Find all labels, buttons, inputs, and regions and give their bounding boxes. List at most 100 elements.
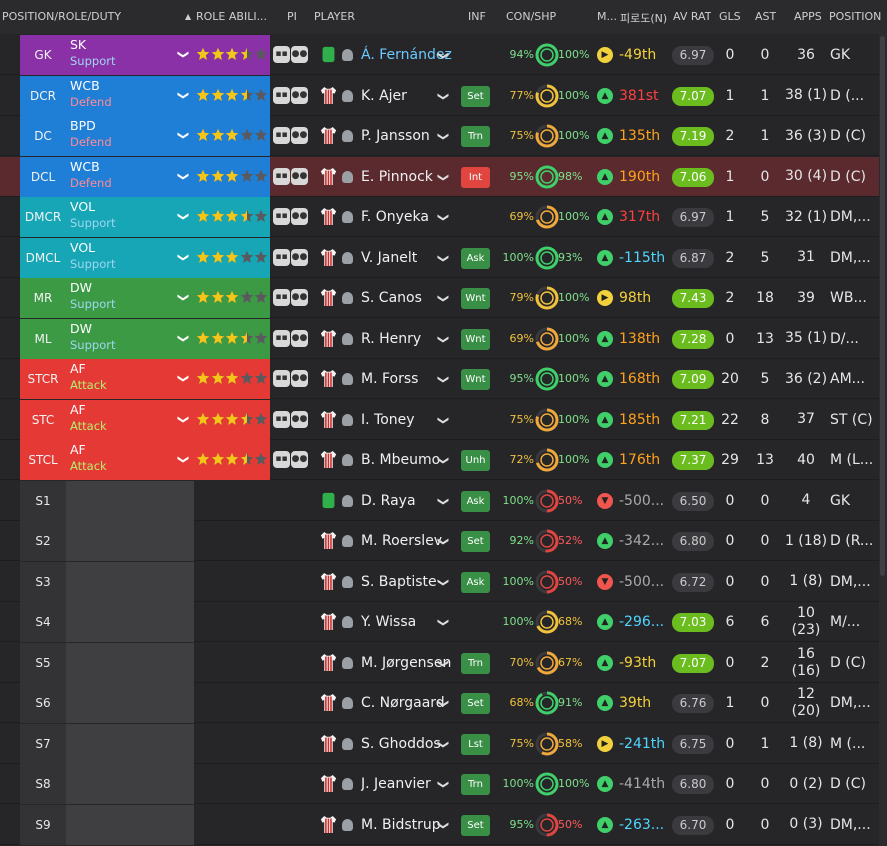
pi-toggle-icon[interactable]: ●●	[291, 451, 308, 468]
chevron-down-icon[interactable]: ❯	[176, 252, 190, 262]
table-row[interactable]: DCL WCB Defend ❯ ▪▪ ●● E. Pinnock ❯ Int 95% 98% ▲ 19…	[0, 156, 887, 197]
chevron-down-icon[interactable]: ❯	[176, 171, 190, 181]
player-name[interactable]: Y. Wissa	[361, 614, 417, 630]
chevron-down-icon[interactable]: ❯	[437, 698, 451, 709]
pi-toggle-icon[interactable]: ●●	[291, 370, 308, 387]
role-duty-cell[interactable]	[66, 480, 194, 521]
role-duty-cell[interactable]: WCB Defend ❯	[66, 75, 194, 116]
pi-toggle-icon[interactable]: ▪▪	[273, 127, 290, 144]
table-row[interactable]: S5 M. Jørgensen ❯ Trn 70% 67% ▲ -93th 7.07 0 2 16 (…	[0, 642, 887, 683]
position-cell[interactable]: S8	[20, 764, 66, 804]
chevron-down-icon[interactable]: ❯	[176, 292, 190, 303]
role-duty-cell[interactable]: AF Attack ❯	[66, 399, 194, 440]
pi-toggle-icon[interactable]: ▪▪	[273, 410, 290, 428]
pi-toggle-icon[interactable]: ▪▪	[273, 46, 290, 63]
position-cell[interactable]: STCL	[20, 440, 66, 480]
player-name[interactable]: C. Nørgaard	[361, 695, 445, 711]
chevron-down-icon[interactable]: ❯	[437, 455, 451, 466]
player-name[interactable]: J. Jeanvier	[361, 776, 431, 792]
table-row[interactable]: S3 S. Baptiste ❯ Ask 100% 50% ▼ -500... 6.72 0 0 1 …	[0, 561, 887, 602]
col-av-rat[interactable]: AV RAT	[673, 10, 712, 23]
position-cell[interactable]: S7	[20, 723, 66, 764]
table-row[interactable]: STC AF Attack ❯ ▪▪ ●● I. Toney ❯ 75% 100% ▲ 185th 7.…	[0, 399, 887, 440]
player-name[interactable]: E. Pinnock	[361, 168, 433, 185]
role-duty-cell[interactable]: DW Support ❯	[66, 318, 194, 359]
player-name[interactable]: M. Forss	[361, 371, 419, 387]
pi-toggle-icon[interactable]: ●●	[291, 167, 308, 185]
pi-toggle-icon[interactable]: ●●	[291, 248, 308, 266]
player-name[interactable]: S. Ghoddos	[361, 735, 441, 752]
player-name[interactable]: R. Henry	[361, 330, 422, 347]
position-cell[interactable]: S4	[20, 602, 66, 642]
player-instructions[interactable]: ▪▪ ●●	[272, 238, 314, 278]
table-row[interactable]: DMCR VOL Support ❯ ▪▪ ●● F. Onyeka ❯ 69% 100% ▲ 317…	[0, 197, 887, 237]
chevron-down-icon[interactable]: ❯	[437, 131, 451, 142]
role-duty-cell[interactable]: BPD Defend ❯	[66, 116, 194, 156]
table-row[interactable]: S6 C. Nørgaard ❯ Set 68% 91% ▲ 39th 6.76 1 0 12 (20…	[0, 683, 887, 723]
player-instructions[interactable]: ▪▪ ●●	[272, 116, 314, 156]
player-name[interactable]: V. Janelt	[361, 249, 418, 266]
pi-toggle-icon[interactable]: ▪▪	[273, 248, 290, 266]
pi-toggle-icon[interactable]: ▪▪	[273, 86, 290, 104]
player-instructions[interactable]: ▪▪ ●●	[272, 197, 314, 237]
table-row[interactable]: DC BPD Defend ❯ ▪▪ ●● P. Jansson ❯ Trn 75% 100% ▲ 13…	[0, 116, 887, 156]
table-row[interactable]: DCR WCB Defend ❯ ▪▪ ●● K. Ajer ❯ Set 77% 100% ▲ 381s…	[0, 75, 887, 116]
table-row[interactable]: STCR AF Attack ❯ ▪▪ ●● M. Forss ❯ Wnt 95% 100% ▲ 168…	[0, 359, 887, 399]
chevron-down-icon[interactable]: ❯	[437, 212, 451, 223]
table-row[interactable]: S8 J. Jeanvier ❯ Trn 100% 100% ▲ -414th 6.80 0 0 0 …	[0, 764, 887, 804]
pi-toggle-icon[interactable]: ●●	[291, 46, 308, 63]
role-duty-cell[interactable]: AF Attack ❯	[66, 440, 194, 480]
role-duty-cell[interactable]	[66, 521, 194, 561]
col-pi[interactable]: PI	[287, 10, 297, 23]
player-name[interactable]: I. Toney	[361, 411, 415, 428]
role-duty-cell[interactable]: SK Support ❯	[66, 35, 194, 75]
position-cell[interactable]: S3	[20, 561, 66, 602]
chevron-down-icon[interactable]: ❯	[437, 820, 451, 830]
pi-toggle-icon[interactable]: ▪▪	[273, 208, 290, 225]
chevron-down-icon[interactable]: ❯	[176, 49, 190, 60]
pi-toggle-icon[interactable]: ●●	[291, 127, 308, 144]
chevron-down-icon[interactable]: ❯	[437, 334, 451, 344]
player-name[interactable]: K. Ajer	[361, 87, 407, 104]
chevron-down-icon[interactable]: ❯	[176, 373, 190, 384]
position-cell[interactable]: ML	[20, 318, 66, 359]
chevron-down-icon[interactable]: ❯	[437, 50, 451, 61]
chevron-down-icon[interactable]: ❯	[437, 779, 451, 790]
player-name[interactable]: M. Roerslev	[361, 533, 443, 549]
chevron-down-icon[interactable]: ❯	[437, 536, 451, 547]
pi-toggle-icon[interactable]: ●●	[291, 289, 308, 306]
position-cell[interactable]: GK	[20, 35, 66, 75]
chevron-down-icon[interactable]: ❯	[437, 739, 451, 749]
position-cell[interactable]: S9	[20, 804, 66, 845]
role-duty-cell[interactable]	[66, 642, 194, 683]
chevron-down-icon[interactable]: ❯	[437, 658, 451, 668]
role-duty-cell[interactable]: VOL Support ❯	[66, 237, 194, 278]
chevron-down-icon[interactable]: ❯	[437, 293, 451, 304]
player-name[interactable]: S. Canos	[361, 290, 422, 306]
position-cell[interactable]: STCR	[20, 359, 66, 399]
player-instructions[interactable]: ▪▪ ●●	[272, 76, 314, 116]
col-morale[interactable]: M...	[597, 10, 617, 23]
chevron-down-icon[interactable]: ❯	[437, 496, 451, 506]
position-cell[interactable]: DCR	[20, 75, 66, 116]
position-cell[interactable]: S6	[20, 683, 66, 723]
table-row[interactable]: S1 D. Raya ❯ Ask 100% 50% ▼ -500... 6.50 0 0 4 GK	[0, 480, 887, 521]
chevron-down-icon[interactable]: ❯	[176, 333, 190, 343]
position-cell[interactable]: DMCR	[20, 197, 66, 237]
pi-toggle-icon[interactable]: ▪▪	[273, 370, 290, 387]
role-duty-cell[interactable]: DW Support ❯	[66, 278, 194, 318]
pi-toggle-icon[interactable]: ▪▪	[273, 329, 290, 347]
pi-toggle-icon[interactable]: ●●	[291, 329, 308, 347]
table-row[interactable]: S9 M. Bidstrup ❯ Set 95% 50% ▲ -263... 6.70 0 0 0 (…	[0, 804, 887, 845]
table-row[interactable]: GK SK Support ❯ ▪▪ ●● Á. Fernández ❯ 94% 100% ▶ -49…	[0, 35, 887, 75]
position-cell[interactable]: S5	[20, 642, 66, 683]
role-duty-cell[interactable]	[66, 683, 194, 723]
chevron-down-icon[interactable]: ❯	[437, 617, 451, 628]
player-name[interactable]: S. Baptiste	[361, 573, 437, 590]
table-row[interactable]: S2 M. Roerslev ❯ Set 92% 52% ▲ -342... 6.80 0 0 1 (…	[0, 521, 887, 561]
pi-toggle-icon[interactable]: ▪▪	[273, 289, 290, 306]
table-row[interactable]: MR DW Support ❯ ▪▪ ●● S. Canos ❯ Wnt 79% 100% ▶ 98th…	[0, 278, 887, 318]
chevron-down-icon[interactable]: ❯	[176, 211, 190, 222]
role-duty-cell[interactable]	[66, 561, 194, 602]
player-name[interactable]: P. Jansson	[361, 128, 430, 144]
